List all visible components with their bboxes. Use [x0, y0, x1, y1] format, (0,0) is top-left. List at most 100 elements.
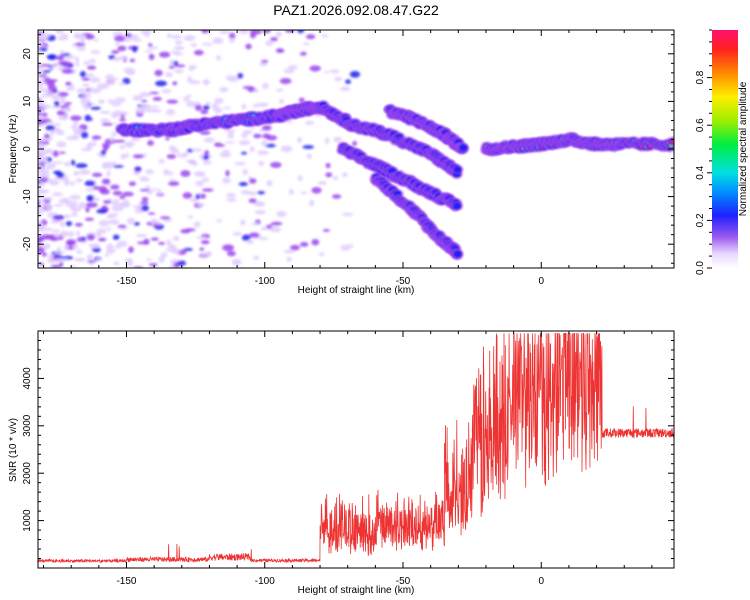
spectrogram-noise-blob	[345, 79, 351, 85]
spectrogram-noise-blob	[141, 205, 149, 212]
spectrogram-noise-blob	[252, 104, 259, 108]
spectrogram-noise-blob	[75, 258, 86, 262]
spectrogram-noise-blob	[54, 251, 66, 255]
spectrogram-noise-blob	[56, 173, 64, 178]
spectrogram-noise-blob	[152, 96, 162, 101]
spectrogram-noise-blob	[38, 206, 44, 211]
spectrogram-noise-blob	[38, 166, 44, 172]
spectrogram-noise-blob	[54, 256, 65, 260]
spectrogram-noise-blob	[59, 99, 65, 105]
colorbar-tick-label: 0.0	[695, 261, 706, 275]
colorbar-tick-label: 0.2	[695, 213, 706, 227]
spectrogram-noise-blob	[53, 203, 64, 207]
spectrogram-noise-blob	[195, 236, 207, 239]
spectrogram-noise-blob	[54, 233, 61, 238]
snr-y-tick-label: 4000	[22, 367, 33, 390]
spectrogram-noise-blob	[270, 161, 282, 168]
spectrogram-noise-blob	[172, 81, 178, 86]
spectrogram-noise-blob	[56, 141, 67, 148]
spectrogram-noise-blob	[135, 233, 147, 238]
spectrogram-noise-blob	[89, 58, 96, 64]
spectrogram-noise-blob	[98, 99, 105, 104]
spectrogram-noise-blob	[72, 42, 77, 48]
spectrogram-noise-blob	[69, 194, 81, 200]
spectrogram-noise-blob	[170, 35, 183, 39]
spectrogram-noise-blob	[114, 139, 126, 143]
spectrogram-noise-blob	[106, 243, 114, 250]
spectrogram-noise-blob	[275, 48, 284, 53]
spectrogram-noise-blob	[117, 45, 127, 52]
spectrogram-noise-blob	[199, 247, 205, 251]
spectrogram-noise-blob	[80, 97, 91, 105]
spectrogram-noise-blob	[105, 74, 115, 81]
spectrogram-noise-blob	[238, 182, 248, 187]
snr-x-tick-label: 0	[538, 576, 544, 587]
snr-panel: -150 -100 -50 0 1000 2000 3000 4000 Height of …	[8, 330, 675, 596]
spectrogram-noise-blob	[55, 30, 64, 35]
spectrogram-noise-blob	[219, 86, 229, 93]
spectrogram-noise-blob	[242, 86, 254, 90]
spectrogram-noise-blob	[47, 257, 56, 264]
spectrogram-noise-blob	[38, 242, 43, 248]
spectrogram-noise-blob	[340, 244, 351, 251]
spectrogram-noise-blob	[76, 237, 84, 243]
spectrogram-noise-blob	[184, 228, 196, 232]
spectrogram-noise-blob	[311, 239, 320, 246]
spectrogram-noise-blob	[325, 162, 331, 169]
spectrogram-noise-blob	[38, 236, 50, 240]
spectrogram-noise-blob	[132, 45, 138, 53]
spectrogram-noise-blob	[166, 33, 172, 38]
spectrogram-noise-blob	[148, 53, 155, 61]
spectrogram-x-tick-label: -100	[255, 276, 275, 287]
spectrogram-noise-blob	[283, 68, 295, 74]
spectrogram-noise-blob	[253, 255, 260, 261]
spectrogram-noise-blob	[297, 30, 305, 34]
spectrogram-noise-blob	[241, 103, 247, 110]
spectrogram-noise-blob	[41, 174, 50, 178]
spectrogram-noise-blob	[148, 43, 153, 47]
spectrogram-noise-blob	[168, 181, 180, 186]
spectrogram-noise-blob	[122, 77, 131, 85]
spectrogram-noise-blob	[101, 205, 108, 210]
spectrogram-noise-blob	[219, 144, 225, 147]
spectrogram-noise-blob	[106, 170, 111, 177]
spectrogram-noise-blob	[256, 190, 266, 195]
spectrogram-noise-blob	[40, 104, 50, 109]
spectrogram-noise-blob	[325, 172, 333, 178]
spectrogram-noise-blob	[148, 263, 158, 267]
spectrogram-noise-blob	[64, 214, 71, 219]
spectrogram-noise-blob	[91, 172, 103, 178]
spectrogram-noise-blob	[147, 140, 154, 146]
spectrogram-noise-blob	[200, 193, 206, 199]
spectrogram-noise-blob	[186, 100, 195, 107]
spectrogram-noise-blob	[226, 193, 237, 198]
spectrogram-ridges	[114, 99, 674, 261]
spectrogram-noise-blob	[193, 49, 204, 56]
spectrogram-noise-blob	[154, 69, 163, 77]
spectrogram-noise-blob	[82, 83, 90, 87]
spectrogram-noise-blob	[158, 158, 165, 164]
spectrogram-noise-blob	[69, 200, 78, 208]
spectrogram-noise-blob	[126, 260, 133, 267]
spectrogram-noise-blob	[289, 188, 294, 196]
spectrogram-noise-blob	[150, 105, 159, 109]
spectrogram-noise-blob	[321, 34, 329, 38]
spectrogram-noise-blob	[155, 80, 167, 87]
spectrogram-noise-blob	[165, 109, 176, 116]
spectrogram-noise-blob	[101, 178, 111, 185]
spectrogram-noise-blob	[195, 180, 205, 187]
spectrogram-noise-blob	[112, 164, 124, 168]
spectrogram-background-noise	[38, 30, 361, 268]
spectrogram-noise-blob	[61, 68, 74, 74]
spectrogram-noise-blob	[245, 43, 252, 50]
spectrogram-noise-blob	[204, 101, 211, 106]
spectrogram-noise-blob	[38, 221, 44, 224]
spectrogram-noise-blob	[332, 194, 342, 199]
spectrogram-noise-blob	[150, 237, 159, 241]
spectrogram-noise-blob	[349, 71, 361, 78]
spectrogram-noise-blob	[219, 151, 231, 158]
spectrogram-noise-blob	[253, 133, 262, 139]
spectrogram-noise-blob	[65, 241, 75, 246]
spectrogram-noise-blob	[247, 239, 254, 245]
spectrogram-noise-blob	[332, 175, 339, 180]
